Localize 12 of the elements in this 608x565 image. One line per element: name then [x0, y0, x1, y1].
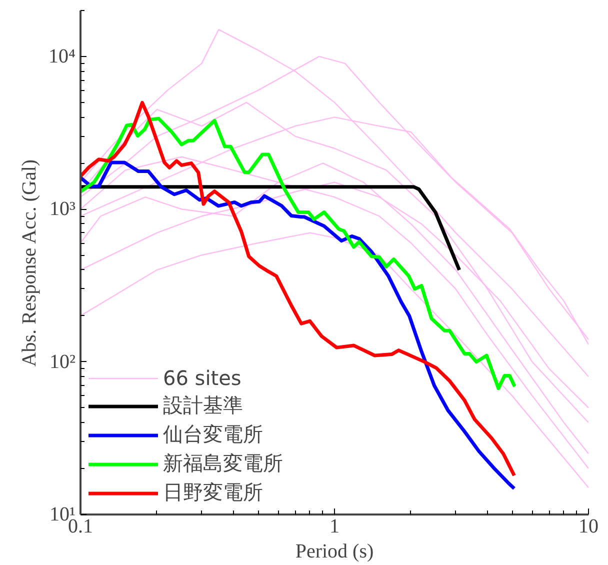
y-tick-label: 10⁴ — [48, 45, 76, 68]
legend-label: 新福島変電所 — [163, 450, 283, 477]
legend-label: 仙台変電所 — [163, 421, 263, 448]
x-tick-label: 10 — [578, 516, 598, 538]
legend-label: 66 sites — [163, 366, 242, 390]
y-tick-label: 10² — [50, 350, 76, 373]
x-axis-title: Period (s) — [295, 540, 374, 562]
y-tick-label: 10³ — [50, 198, 76, 220]
y-axis-title: Abs. Response Acc. (Gal) — [18, 159, 41, 367]
legend-label: 日野変電所 — [163, 479, 263, 506]
x-tick-label: 1 — [330, 516, 340, 538]
legend-label: 設計基準 — [163, 392, 243, 419]
